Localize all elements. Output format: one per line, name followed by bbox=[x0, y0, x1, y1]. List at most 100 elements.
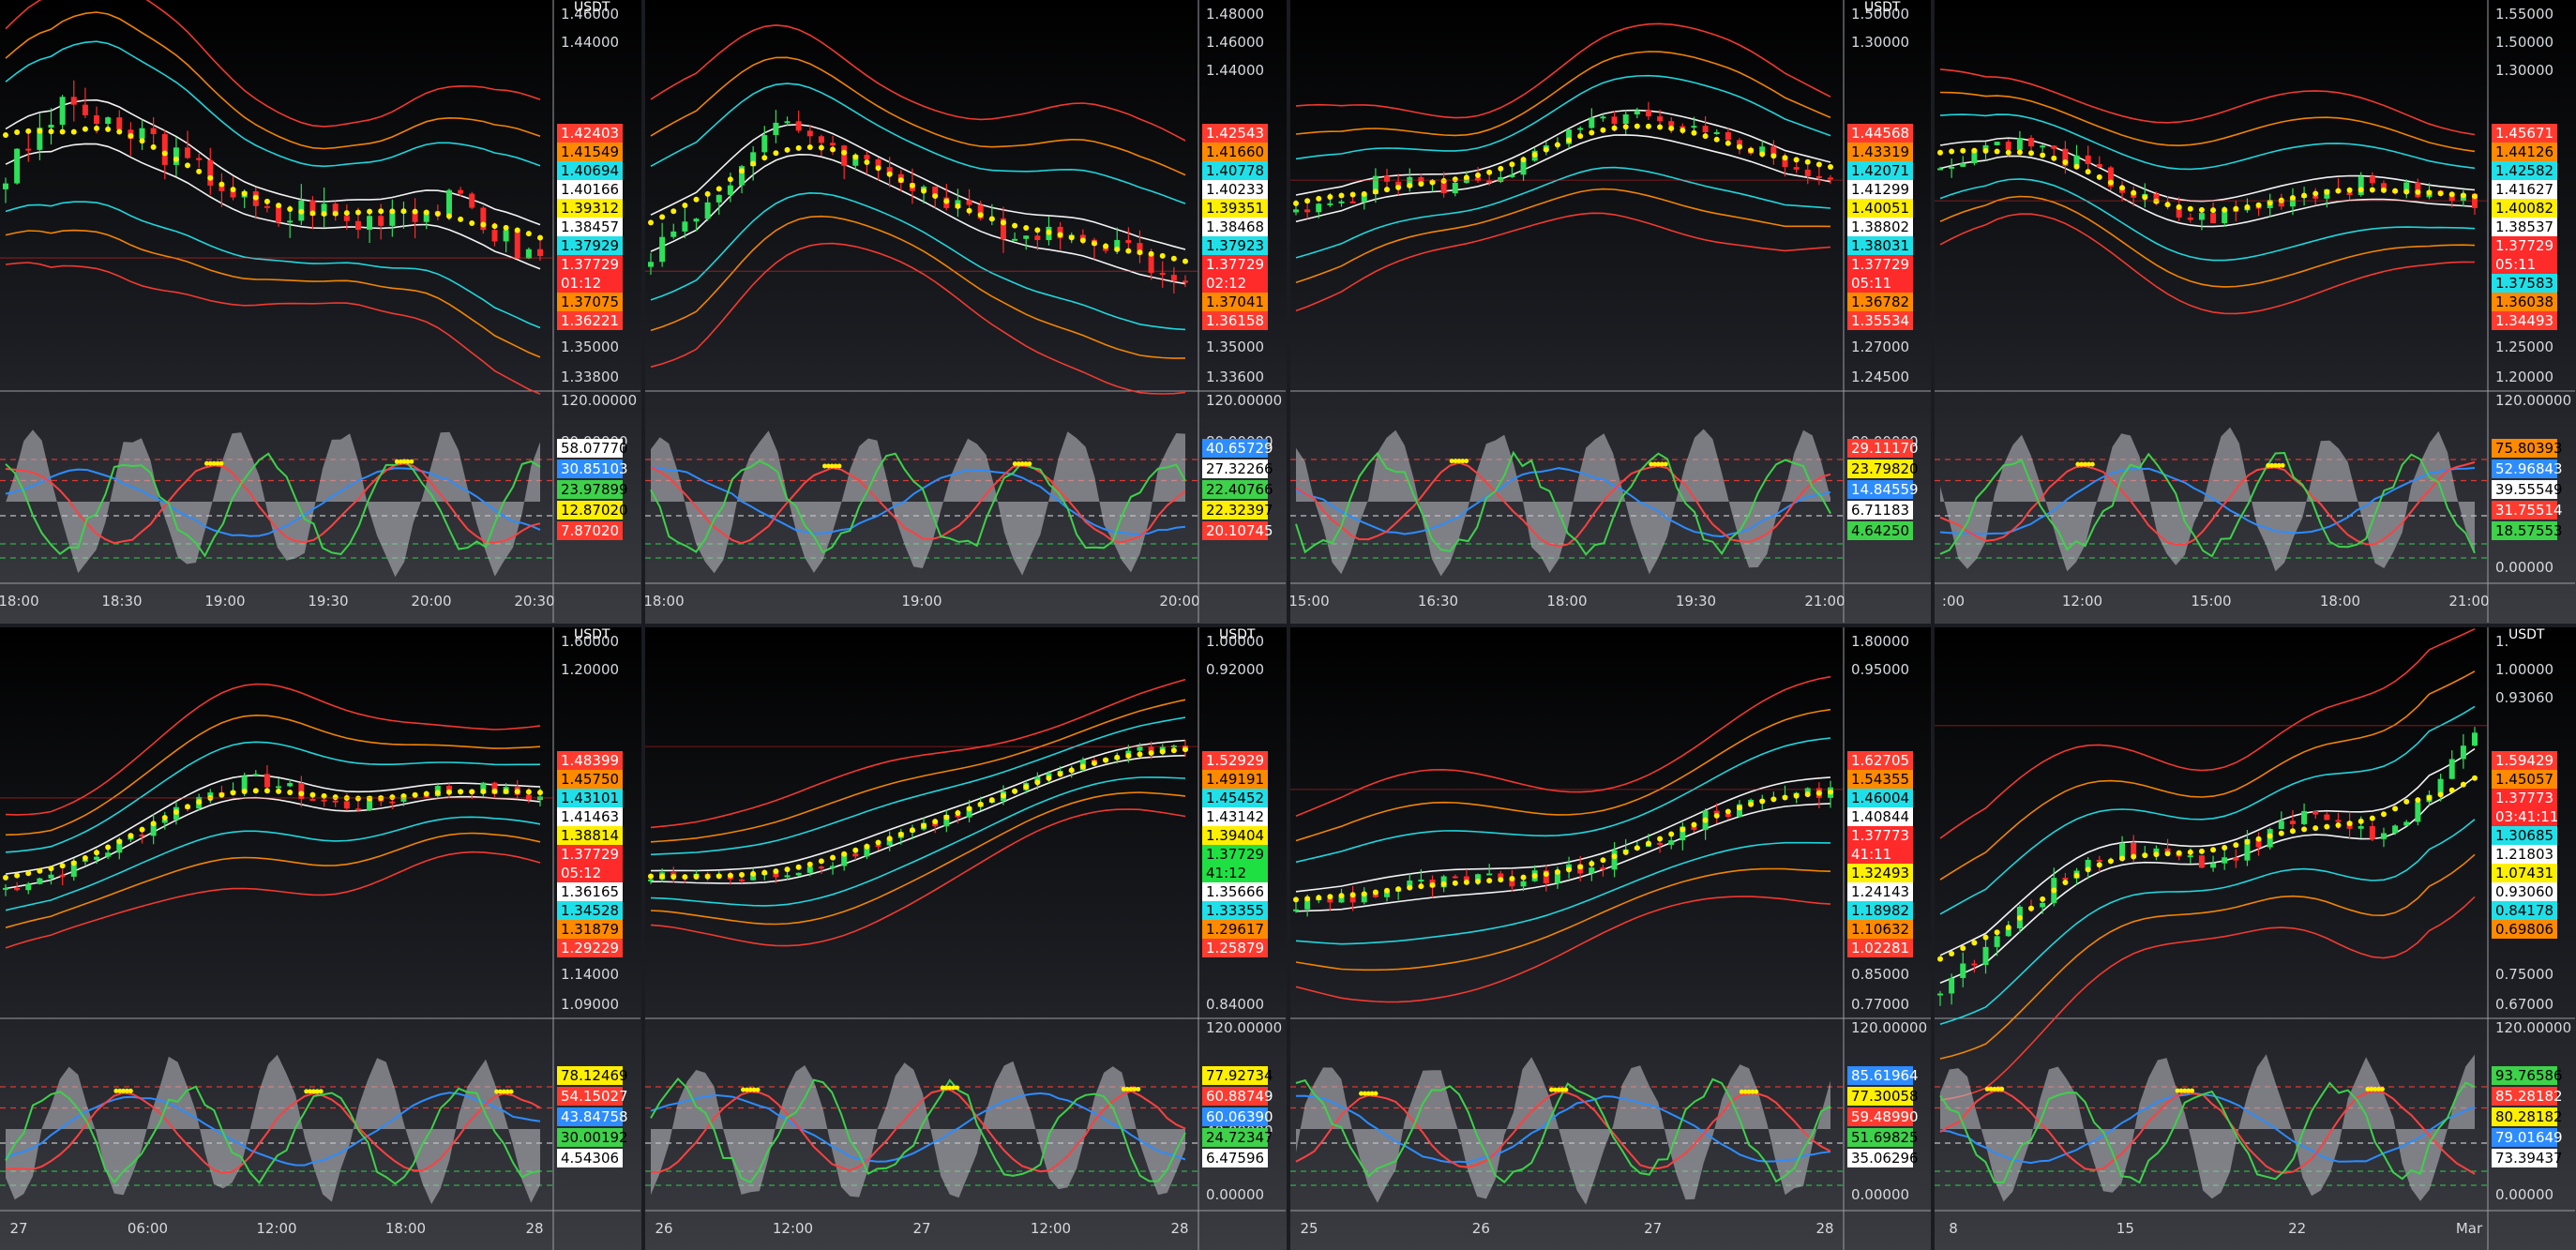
inner-band-upper bbox=[1940, 113, 2476, 171]
osc-tag: 58.07770 bbox=[557, 439, 628, 458]
osc-marker-dot bbox=[821, 463, 827, 469]
ma-dot bbox=[2290, 194, 2297, 201]
ma-dot bbox=[458, 788, 464, 794]
ma-dot bbox=[434, 789, 441, 795]
chart-svg: 1.00000 0.92000 0.84000 USDT 1.52929 1.49191 1… bbox=[644, 626, 1286, 1250]
osc-tag-value: 78.12469 bbox=[561, 1067, 628, 1084]
candle-down bbox=[537, 248, 543, 257]
candle-up bbox=[749, 152, 756, 167]
price-axis-label: 1.00000 bbox=[1206, 633, 1264, 650]
ma-dot bbox=[423, 791, 429, 797]
price-tag-countdown: 01:12 bbox=[561, 275, 601, 292]
candle-up bbox=[1361, 193, 1367, 203]
chart-panel-8[interactable]: 1. 1.00000 0.93060 0.75000 0.67000 USDT 1.5942… bbox=[1935, 626, 2576, 1250]
candle-down bbox=[2312, 810, 2319, 815]
ma-dot bbox=[2461, 192, 2467, 199]
candle-down bbox=[343, 800, 350, 808]
candle-down bbox=[1690, 825, 1696, 830]
outer-band-lower bbox=[1940, 896, 2476, 1101]
ma-dot bbox=[70, 128, 77, 135]
ma-dot bbox=[1634, 844, 1640, 851]
price-axis-label: 1.80000 bbox=[1851, 633, 1909, 650]
osc-tag-bg bbox=[2492, 459, 2558, 478]
osc-tag-value: 23.97899 bbox=[561, 481, 628, 498]
price-tag: 0.69806 bbox=[2492, 919, 2558, 939]
osc-axis-label: 120.00000 bbox=[561, 392, 637, 409]
ma-dot bbox=[955, 203, 961, 209]
ma-dot bbox=[1793, 792, 1800, 799]
chart-panel-7[interactable]: 1.80000 0.95000 0.85000 0.77000 1.62705 1.543… bbox=[1289, 626, 1932, 1250]
chart-panel-1[interactable]: 1.46000 1.44000 1.35000 1.33800 USDT 1.42403 1… bbox=[0, 0, 641, 624]
price-axis-label: 1.30000 bbox=[1851, 34, 1909, 51]
candle-up bbox=[1520, 881, 1527, 886]
osc-tag-value: 31.75514 bbox=[2495, 502, 2563, 519]
osc-marker-dot bbox=[755, 1087, 761, 1092]
candle-down bbox=[1326, 897, 1333, 902]
price-tag: 1.44126 bbox=[2492, 143, 2558, 161]
candle-down bbox=[276, 206, 282, 223]
price-tag: 1.42071 bbox=[1846, 161, 1913, 180]
osc-tag-value: 60.06390 bbox=[1206, 1108, 1273, 1125]
candle-up bbox=[1588, 866, 1594, 873]
ma-dot bbox=[1588, 860, 1594, 866]
osc-marker-dot bbox=[1373, 1091, 1378, 1096]
candle-down bbox=[343, 216, 350, 221]
chart-panel-3[interactable]: 1.50000 1.30000 1.27000 1.24500 USDT 1.44568 1… bbox=[1289, 0, 1932, 624]
ma-dot bbox=[287, 205, 294, 212]
candle-up bbox=[1960, 163, 1966, 167]
ma-dot bbox=[309, 791, 316, 798]
price-axis-label: 1.48000 bbox=[1206, 6, 1264, 23]
chart-panel-4[interactable]: 1.55000 1.50000 1.30000 1.25000 1.20000 1.456… bbox=[1935, 0, 2576, 624]
chart-panel-6[interactable]: 1.00000 0.92000 0.84000 USDT 1.52929 1.49191 1… bbox=[644, 626, 1287, 1250]
ma-dot bbox=[332, 793, 339, 800]
ma-dot bbox=[2017, 149, 2024, 156]
ma-dot bbox=[1148, 749, 1154, 756]
candle-up bbox=[670, 231, 677, 237]
price-axis-label: 1.35000 bbox=[561, 339, 619, 355]
candle-up bbox=[806, 866, 813, 873]
osc-tag: 78.12469 bbox=[557, 1065, 628, 1085]
price-tag-value: 1.38814 bbox=[561, 827, 619, 844]
time-axis-label: 21:00 bbox=[1804, 593, 1845, 610]
price-tag: 0.84178 bbox=[2492, 900, 2558, 920]
price-tag: 1.29229 bbox=[557, 938, 623, 957]
candle-up bbox=[1372, 175, 1378, 194]
osc-histogram-area bbox=[6, 1054, 540, 1204]
candle-up bbox=[1611, 850, 1618, 869]
osc-marker-dot bbox=[2090, 461, 2096, 467]
osc-line-blue bbox=[1940, 1092, 2476, 1164]
inner-band-upper bbox=[1939, 705, 2476, 914]
price-tag-value: 1.18982 bbox=[1851, 902, 1909, 919]
price-tag-bg bbox=[2492, 750, 2558, 770]
time-axis-label: 19:00 bbox=[204, 593, 245, 610]
ma-dot bbox=[82, 126, 88, 132]
ma-dot bbox=[161, 150, 168, 157]
ma-dot bbox=[2267, 833, 2273, 839]
ma-dot bbox=[1725, 807, 1731, 814]
price-tag-bg bbox=[1201, 293, 1268, 311]
candle-up bbox=[2279, 820, 2285, 829]
chart-panel-5[interactable]: 1.60000 1.20000 1.14000 1.09000 USDT 1.48399 1… bbox=[0, 626, 641, 1250]
osc-line-blue bbox=[5, 467, 541, 537]
osc-line-red bbox=[1939, 460, 2476, 546]
price-tag: 1.43101 bbox=[557, 788, 623, 807]
candle-down bbox=[773, 872, 779, 877]
ma-dot bbox=[252, 194, 259, 201]
ma-dot bbox=[1022, 783, 1029, 790]
price-tag-bg bbox=[557, 825, 623, 845]
ma-dot bbox=[1057, 232, 1063, 238]
chart-panel-2[interactable]: 1.48000 1.46000 1.44000 1.35000 1.33600 1.425… bbox=[644, 0, 1287, 624]
ma-dot bbox=[1113, 754, 1120, 761]
osc-marker-dot bbox=[1449, 459, 1454, 464]
ma-dot bbox=[2097, 173, 2103, 180]
price-tag-bg bbox=[1846, 825, 1913, 864]
osc-line-red bbox=[1294, 461, 1830, 548]
candle-up bbox=[48, 125, 54, 128]
ma-dot bbox=[1804, 791, 1811, 797]
price-tag-bg bbox=[1201, 255, 1268, 293]
ma-dot bbox=[1690, 821, 1696, 827]
ma-dot bbox=[2255, 202, 2262, 208]
ma-dot bbox=[806, 143, 813, 150]
ma-dot bbox=[400, 208, 407, 215]
